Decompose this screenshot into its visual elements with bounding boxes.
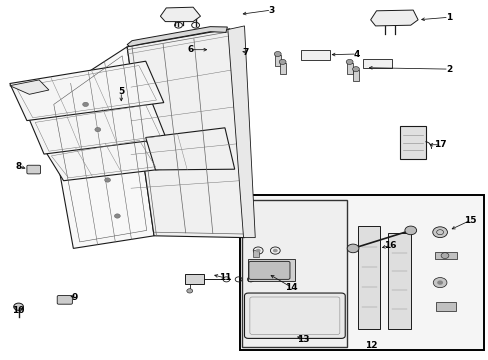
Circle shape <box>114 214 120 218</box>
Text: 15: 15 <box>463 216 476 225</box>
Text: 14: 14 <box>285 283 297 292</box>
Text: 5: 5 <box>118 87 124 96</box>
Polygon shape <box>370 10 417 26</box>
Circle shape <box>279 59 285 64</box>
Bar <box>434 252 456 259</box>
Circle shape <box>432 278 446 288</box>
Circle shape <box>82 102 88 107</box>
Text: 8: 8 <box>16 162 21 171</box>
Text: 16: 16 <box>383 241 396 250</box>
Circle shape <box>346 244 358 253</box>
Text: 10: 10 <box>12 306 25 315</box>
FancyBboxPatch shape <box>301 50 329 60</box>
Circle shape <box>440 253 448 258</box>
FancyBboxPatch shape <box>248 261 289 279</box>
Text: 3: 3 <box>268 6 274 15</box>
Circle shape <box>352 67 359 72</box>
Polygon shape <box>10 80 49 94</box>
FancyBboxPatch shape <box>357 226 380 329</box>
Circle shape <box>274 51 281 57</box>
Circle shape <box>404 226 416 235</box>
Circle shape <box>186 289 192 293</box>
Circle shape <box>14 303 23 310</box>
Bar <box>253 250 259 257</box>
Text: 1: 1 <box>445 13 451 22</box>
Bar <box>352 70 358 81</box>
FancyBboxPatch shape <box>363 59 391 68</box>
Text: 2: 2 <box>445 65 451 74</box>
Bar <box>242 200 346 347</box>
Text: 17: 17 <box>433 140 446 149</box>
Bar <box>184 274 204 284</box>
Bar <box>240 195 483 350</box>
Circle shape <box>432 227 447 238</box>
FancyBboxPatch shape <box>244 293 345 338</box>
Bar <box>274 55 280 66</box>
Circle shape <box>436 280 442 285</box>
Circle shape <box>272 249 277 252</box>
Text: 13: 13 <box>296 335 309 343</box>
Text: 6: 6 <box>187 45 193 54</box>
Text: 11: 11 <box>218 274 231 282</box>
FancyBboxPatch shape <box>387 233 410 329</box>
FancyBboxPatch shape <box>57 296 72 304</box>
Text: 9: 9 <box>71 292 78 302</box>
Polygon shape <box>46 137 161 181</box>
FancyBboxPatch shape <box>399 126 426 159</box>
Polygon shape <box>29 102 166 154</box>
Bar <box>248 259 294 281</box>
Bar <box>435 302 455 311</box>
Bar <box>279 63 285 74</box>
Polygon shape <box>46 47 154 248</box>
Text: 7: 7 <box>242 48 249 57</box>
Polygon shape <box>160 7 200 22</box>
FancyBboxPatch shape <box>27 165 41 174</box>
Polygon shape <box>10 61 163 121</box>
Polygon shape <box>127 29 244 238</box>
Circle shape <box>95 127 101 132</box>
Polygon shape <box>127 27 227 46</box>
Bar <box>346 63 352 74</box>
Text: 12: 12 <box>365 341 377 350</box>
Circle shape <box>255 249 260 252</box>
Text: 4: 4 <box>353 50 360 59</box>
Circle shape <box>104 178 110 182</box>
Circle shape <box>346 59 352 64</box>
Polygon shape <box>145 128 234 170</box>
Polygon shape <box>227 26 255 238</box>
